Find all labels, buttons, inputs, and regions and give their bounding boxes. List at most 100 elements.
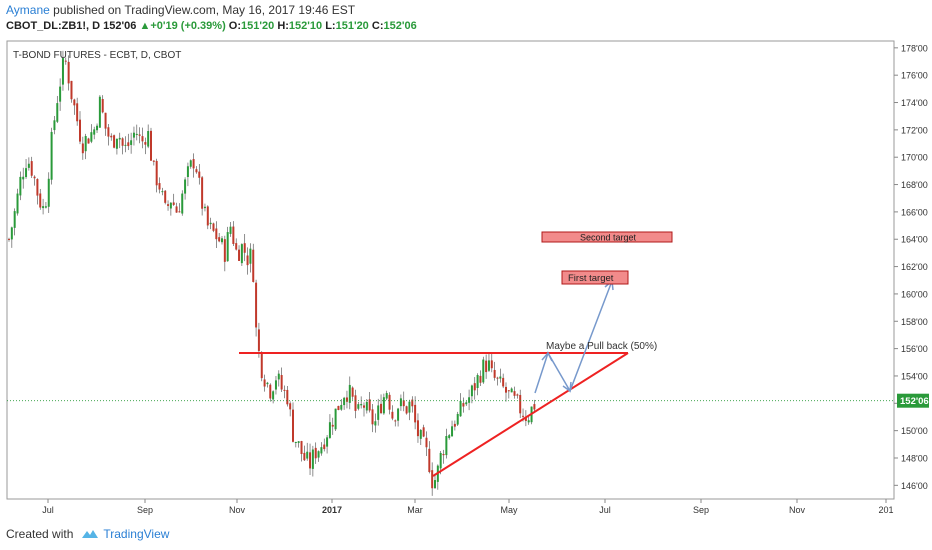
candle-body: [53, 120, 56, 131]
candle-body: [186, 166, 189, 178]
candle-body: [209, 222, 212, 225]
candle-body: [431, 470, 434, 489]
candle-body: [326, 437, 329, 447]
candle-body: [10, 227, 13, 240]
candle-body: [90, 132, 93, 142]
candle-body: [456, 413, 459, 425]
author-link[interactable]: Aymane: [6, 3, 50, 17]
candle-body: [257, 329, 260, 351]
publish-info: Aymane published on TradingView.com, May…: [6, 3, 355, 17]
candle-body: [44, 206, 47, 208]
candle-body: [453, 423, 456, 427]
y-tick-label: 146'00: [901, 481, 928, 491]
candle-body: [385, 393, 388, 399]
candle-body: [73, 99, 76, 106]
candle-body: [510, 388, 513, 393]
candle-body: [357, 404, 360, 409]
candle-body: [419, 429, 422, 439]
candle-body: [16, 193, 19, 214]
candle-body: [527, 420, 530, 423]
candle-body: [269, 384, 272, 399]
candle-body: [87, 138, 90, 144]
tradingview-link[interactable]: TradingView: [103, 527, 170, 541]
x-tick-label: Jul: [42, 505, 54, 515]
candle-body: [203, 206, 206, 209]
candle-body: [130, 140, 133, 145]
second-target-box[interactable]: Second target: [541, 231, 673, 243]
candle-body: [388, 394, 391, 410]
candle-body: [150, 130, 152, 161]
candle-body: [76, 103, 79, 122]
candle-body: [252, 249, 255, 282]
candle-body: [320, 447, 323, 454]
candle-body: [277, 373, 280, 380]
candle-body: [67, 61, 70, 84]
candle-body: [311, 449, 314, 469]
candle-body: [147, 131, 150, 147]
candle-body: [289, 403, 292, 410]
candle-body: [303, 452, 306, 461]
x-tick-label: Nov: [789, 505, 806, 515]
candle-body: [84, 136, 87, 152]
candle-body: [363, 405, 365, 408]
candle-body: [221, 238, 223, 243]
candle-body: [351, 387, 354, 397]
y-tick-label: 150'00: [901, 426, 928, 436]
candle-body: [394, 420, 397, 422]
candle-body: [81, 143, 84, 154]
candle-body: [490, 360, 493, 369]
candle-body: [300, 441, 303, 455]
candle-body: [360, 404, 363, 406]
y-tick-label: 156'00: [901, 344, 928, 354]
candle-body: [451, 426, 454, 437]
candle-body: [411, 399, 414, 407]
candle-body: [274, 380, 277, 390]
first-target-box[interactable]: First target: [561, 270, 629, 285]
symbol-label: CBOT_DL:ZB1!, D: [6, 20, 101, 32]
candle-body: [459, 400, 462, 417]
candle-body: [167, 204, 170, 206]
x-tick-label: 201: [878, 505, 893, 515]
candle-body: [238, 249, 241, 261]
candle-body: [25, 168, 28, 178]
y-tick-label: 176'00: [901, 71, 928, 81]
candle-body: [50, 131, 53, 180]
x-tick-label: Jul: [599, 505, 611, 515]
candle-body: [195, 169, 198, 173]
candle-body: [522, 415, 525, 417]
candle-body: [127, 142, 130, 147]
candle-body: [243, 243, 246, 253]
candle-body: [101, 99, 104, 113]
candle-body: [462, 403, 465, 407]
projection-arrow-2: [562, 381, 572, 393]
candle-body: [198, 171, 201, 178]
candle-body: [64, 60, 67, 62]
plot-area: [6, 40, 895, 500]
candle-body: [345, 397, 348, 402]
candle-body: [328, 422, 331, 438]
candle-body: [496, 377, 499, 379]
candle-body: [365, 401, 368, 411]
candle-body: [493, 369, 496, 378]
x-axis: Jul Sep Nov 2017 Mar May Jul Sep Nov 201: [42, 499, 894, 515]
candle-body: [19, 176, 22, 196]
candle-body: [96, 125, 99, 131]
candlesticks: [8, 50, 536, 496]
price-chart[interactable]: T-BOND FUTURES - ECBT, D, CBOT 178'00 176…: [0, 38, 932, 518]
y-tick-label: 170'00: [901, 153, 928, 163]
candle-body: [226, 232, 229, 262]
candle-body: [232, 226, 235, 244]
candle-body: [218, 237, 221, 242]
projection-path[interactable]: [534, 280, 613, 394]
candle-body: [158, 183, 161, 190]
candle-body: [206, 206, 209, 226]
candle-body: [465, 402, 468, 405]
candle-body: [340, 404, 343, 410]
candle-body: [98, 96, 101, 128]
candle-body: [124, 144, 127, 146]
support-line[interactable]: [432, 352, 629, 477]
candle-body: [408, 401, 411, 413]
candle-body: [314, 447, 317, 459]
candle-body: [178, 211, 181, 213]
candle-body: [317, 451, 320, 458]
